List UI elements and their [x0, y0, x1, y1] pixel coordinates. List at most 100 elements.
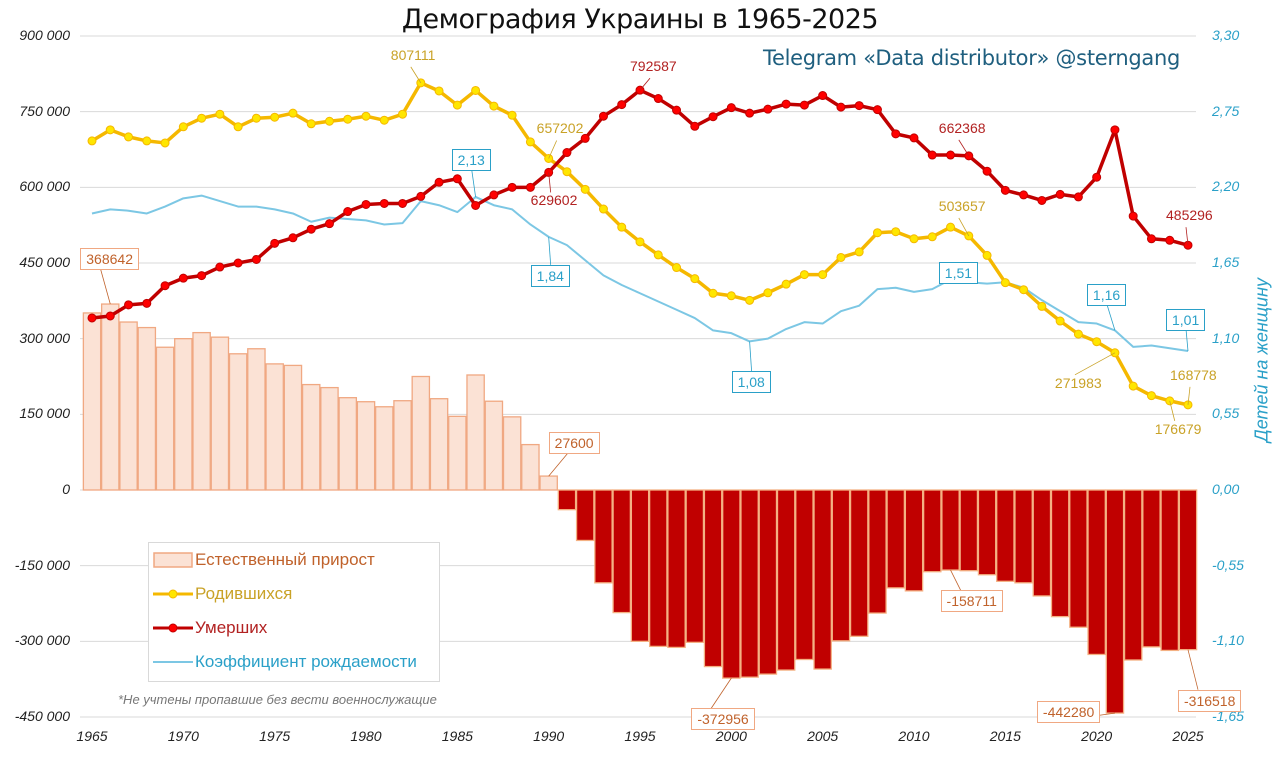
- births-point-1984: [434, 86, 444, 96]
- leader-line: [471, 168, 476, 198]
- births-point-2014: [982, 250, 992, 260]
- legend-item-natural-increase[interactable]: Естественный прирост: [149, 545, 375, 575]
- bar-2001: [740, 489, 759, 678]
- x-tick-label: 1990: [533, 728, 565, 744]
- y2-tick-label: 1,10: [1212, 329, 1240, 346]
- deaths-point-1978: [324, 219, 334, 229]
- births-point-1974: [251, 113, 261, 123]
- deaths-point-1996: [653, 94, 663, 104]
- bar-1974: [247, 348, 266, 491]
- legend-item-tfr[interactable]: Коэффициент рождаемости: [149, 647, 417, 677]
- leader-line: [548, 172, 552, 193]
- legend-item-deaths[interactable]: Умерших: [149, 613, 267, 643]
- deaths-point-2010: [909, 133, 919, 143]
- deaths-point-2021: [1110, 125, 1120, 135]
- deaths-point-2005: [818, 91, 828, 101]
- births-point-2005: [818, 270, 828, 280]
- births-point-1993: [598, 204, 608, 214]
- x-tick-label: 1985: [441, 728, 473, 744]
- leader-line: [639, 77, 651, 91]
- births-point-2018: [1055, 316, 1065, 326]
- deaths-point-2008: [872, 105, 882, 115]
- line-marker-icon: [153, 619, 193, 637]
- leader-line: [1106, 304, 1116, 331]
- bar-1992: [575, 489, 595, 542]
- bar-2007: [849, 489, 869, 637]
- legend-label: Умерших: [195, 618, 268, 637]
- leader-line: [548, 451, 569, 477]
- births-line: [87, 78, 1193, 410]
- data-label: -372956: [691, 708, 755, 731]
- chart-title: Демография Украины в 1965-2025: [401, 4, 879, 35]
- deaths-point-1975: [270, 238, 280, 248]
- deaths-point-1979: [343, 207, 353, 217]
- births-point-1996: [653, 250, 663, 260]
- births-point-1968: [142, 136, 152, 146]
- births-point-2003: [781, 279, 791, 289]
- births-point-1991: [562, 167, 572, 177]
- y-tick-label: 600 000: [19, 178, 70, 195]
- deaths-point-2022: [1128, 211, 1138, 221]
- legend-label: Родившихся: [195, 584, 293, 603]
- data-label: 1,84: [530, 264, 570, 287]
- bar-1985: [448, 415, 467, 491]
- bar-2008: [868, 489, 887, 614]
- data-label: 1,16: [1086, 284, 1127, 307]
- deaths-point-2017: [1037, 195, 1047, 205]
- data-label: 485296: [1166, 207, 1213, 224]
- births-point-2007: [854, 247, 864, 257]
- data-label: -442280: [1036, 701, 1101, 724]
- births-point-2023: [1146, 391, 1156, 401]
- births-point-1997: [672, 263, 682, 273]
- deaths-point-1974: [251, 254, 261, 264]
- x-tick-label: 1995: [624, 728, 656, 744]
- data-label: -158711: [940, 590, 1003, 613]
- deaths-point-1967: [124, 300, 134, 310]
- births-point-2006: [836, 252, 846, 262]
- data-label: 503657: [938, 197, 986, 214]
- leader-line: [711, 677, 732, 709]
- deaths-point-1980: [361, 199, 371, 209]
- bar-1988: [502, 416, 522, 491]
- legend-item-births[interactable]: Родившихся: [149, 579, 292, 609]
- leader-line: [1185, 329, 1189, 352]
- births-point-1994: [617, 222, 627, 232]
- data-label: -316518: [1178, 689, 1242, 712]
- deaths-point-1999: [708, 112, 718, 122]
- bar-1967: [119, 321, 138, 491]
- births-point-1969: [160, 138, 170, 148]
- leader-line: [958, 217, 970, 237]
- deaths-point-1977: [306, 224, 316, 234]
- births-point-1967: [124, 132, 134, 142]
- deaths-point-1993: [598, 111, 608, 121]
- bar-2018: [1050, 489, 1070, 618]
- bar-2015: [996, 489, 1015, 582]
- line-icon: [153, 653, 193, 671]
- bar-2021: [1105, 489, 1125, 714]
- data-label: 657202: [536, 120, 584, 137]
- bar-2012: [941, 489, 960, 571]
- y-tick-label: 0: [62, 481, 70, 497]
- bar-2016: [1014, 489, 1033, 584]
- deaths-point-1970: [178, 273, 188, 283]
- deaths-point-1976: [288, 233, 298, 243]
- bar-1996: [648, 489, 668, 648]
- bar-1973: [228, 353, 248, 491]
- deaths-path: [91, 88, 1189, 320]
- data-label: 176679: [1154, 420, 1202, 437]
- x-tick-label: 1980: [350, 728, 382, 744]
- leader-line: [548, 236, 552, 265]
- data-label: 368642: [80, 248, 139, 271]
- data-label: 629602: [530, 192, 578, 209]
- deaths-point-2019: [1073, 192, 1083, 202]
- y-tick-label: 900 000: [19, 27, 70, 43]
- leader-line: [958, 139, 970, 157]
- y-tick-label: 750 000: [19, 102, 70, 119]
- deaths-point-1985: [452, 174, 462, 184]
- births-point-2004: [799, 270, 809, 280]
- legend-label: Коэффициент рождаемости: [195, 652, 417, 671]
- bar-2009: [886, 489, 906, 589]
- y-tick-label: 150 000: [19, 405, 70, 422]
- bar-1981: [374, 406, 394, 491]
- bar-1990: [539, 475, 558, 491]
